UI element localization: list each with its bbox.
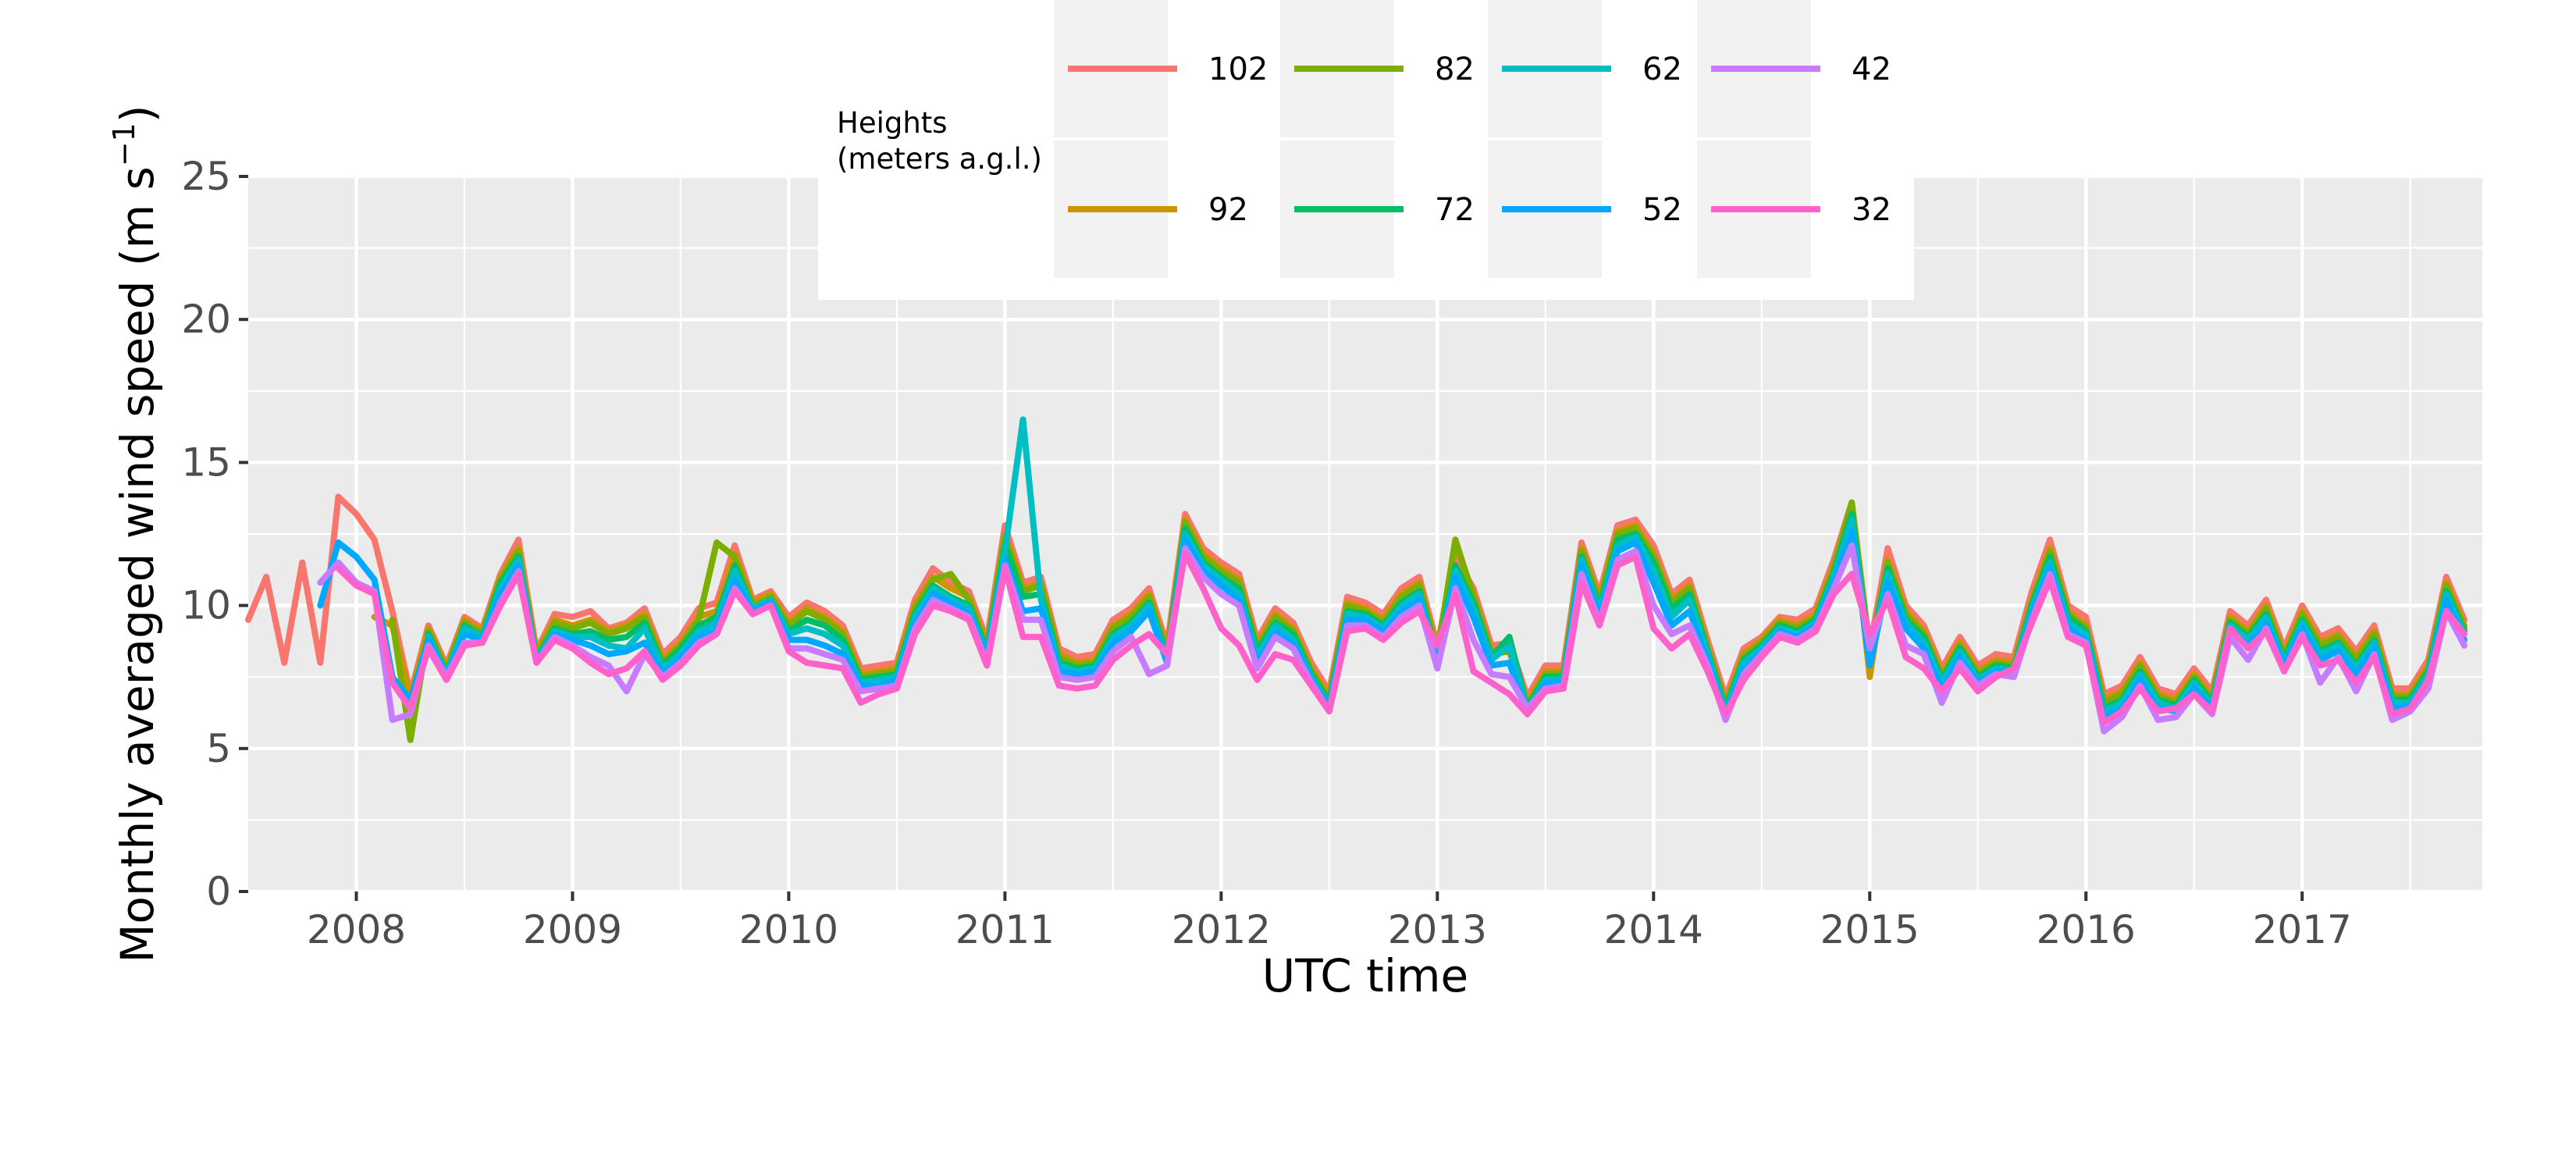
x-axis: 2008 2009 2010 2011 2012 2013 2014 2015 2016 2017 (307, 892, 2352, 952)
x-tick-label: 2016 (2037, 907, 2136, 952)
y-tick-label: 25 (181, 154, 231, 199)
legend-label-62: 62 (1642, 52, 1682, 87)
y-axis-title-exponent: −1 (107, 123, 141, 166)
legend-title: Heights (meters a.g.l.) (837, 106, 1042, 176)
y-tick-label: 5 (206, 726, 231, 771)
legend-label-102: 102 (1208, 52, 1268, 87)
grid-major (248, 174, 2482, 894)
legend-label-82: 82 (1435, 52, 1475, 87)
x-tick-label: 2012 (1172, 907, 1271, 952)
y-tick-label: 0 (206, 869, 231, 914)
legend-label-52: 52 (1642, 192, 1682, 228)
x-tick-label: 2011 (955, 907, 1055, 952)
legend-label-92: 92 (1208, 192, 1248, 228)
legend-label-42: 42 (1852, 52, 1891, 87)
x-tick-label: 2015 (1820, 907, 1920, 952)
y-axis-title-close: ) (111, 105, 164, 123)
legend-label-32: 32 (1852, 192, 1891, 228)
x-tick-label: 2013 (1388, 907, 1487, 952)
legend-items: 102 92 82 72 62 52 42 32 (1054, 0, 1891, 278)
series-line-32 (335, 550, 2467, 726)
y-axis-title-main: Monthly averaged wind speed (m s (111, 166, 164, 963)
series-lines (245, 416, 2467, 743)
legend-title-line2: (meters a.g.l.) (837, 142, 1042, 176)
x-tick-label: 2009 (523, 907, 622, 952)
series-line-52 (317, 528, 2467, 721)
y-axis: 0 5 10 15 20 25 (181, 154, 248, 914)
legend-label-72: 72 (1435, 192, 1475, 228)
y-axis-title: Monthly averaged wind speed (m s−1) (107, 105, 164, 963)
legend-title-line1: Heights (837, 106, 948, 140)
legend: Heights (meters a.g.l.) 102 92 82 72 62 52 42 3… (818, 0, 1914, 300)
x-tick-label: 2008 (307, 907, 406, 952)
x-axis-title: UTC time (1262, 949, 1468, 1002)
y-tick-label: 15 (181, 440, 231, 485)
x-tick-label: 2017 (2253, 907, 2352, 952)
y-tick-label: 20 (181, 297, 231, 342)
y-tick-label: 10 (181, 583, 231, 628)
x-tick-label: 2010 (739, 907, 838, 952)
x-tick-label: 2014 (1604, 907, 1703, 952)
